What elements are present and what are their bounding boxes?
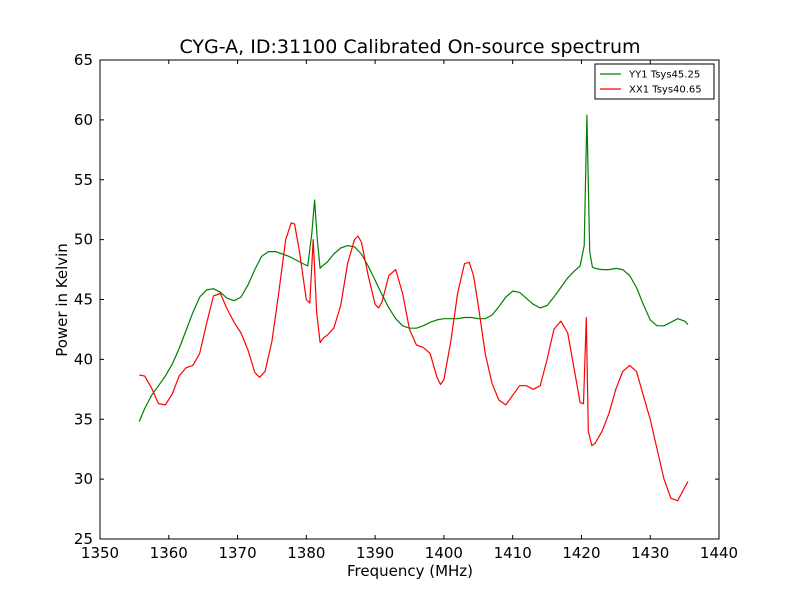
legend-label-1: YY1 Tsys45.25 bbox=[628, 70, 700, 81]
x-tick-label: 1420 bbox=[562, 544, 600, 562]
y-tick-label: 65 bbox=[74, 51, 93, 69]
y-tick-label: 40 bbox=[74, 350, 93, 368]
y-tick-label: 50 bbox=[74, 231, 93, 249]
chart-title: CYG-A, ID:31100 Calibrated On-source spe… bbox=[179, 36, 640, 58]
x-axis-title: Frequency (MHz) bbox=[347, 562, 473, 580]
x-tick-label: 1390 bbox=[356, 544, 394, 562]
x-tick-label: 1370 bbox=[218, 544, 256, 562]
series-layer bbox=[138, 114, 689, 502]
y-tick-label: 45 bbox=[74, 291, 93, 309]
y-tick-label: 60 bbox=[74, 111, 93, 129]
y-tick-label: 30 bbox=[74, 470, 93, 488]
series-line-1 bbox=[138, 114, 689, 422]
x-tick-label: 1440 bbox=[700, 544, 738, 562]
x-tick-label: 1410 bbox=[494, 544, 532, 562]
legend-label-2: XX1 Tsys40.65 bbox=[629, 85, 702, 96]
x-tick-label: 1430 bbox=[631, 544, 669, 562]
x-tick-label: 1350 bbox=[81, 544, 119, 562]
legend-box bbox=[594, 63, 715, 100]
x-tick-label: 1360 bbox=[150, 544, 188, 562]
series-line-2 bbox=[139, 222, 689, 502]
y-axis-title: Power in Kelvin bbox=[53, 243, 71, 357]
plot-area-frame bbox=[99, 59, 720, 540]
ticks-layer: 1350 1360 1370 1380 1390 1400 1410 1420 1430 1440… bbox=[74, 51, 738, 562]
x-tick-label: 1380 bbox=[287, 544, 325, 562]
y-tick-label: 25 bbox=[74, 530, 93, 548]
legend: YY1 Tsys45.25 XX1 Tsys40.65 bbox=[594, 63, 715, 100]
y-tick-label: 35 bbox=[74, 410, 93, 428]
y-tick-label: 55 bbox=[74, 171, 93, 189]
x-tick-label: 1400 bbox=[425, 544, 463, 562]
